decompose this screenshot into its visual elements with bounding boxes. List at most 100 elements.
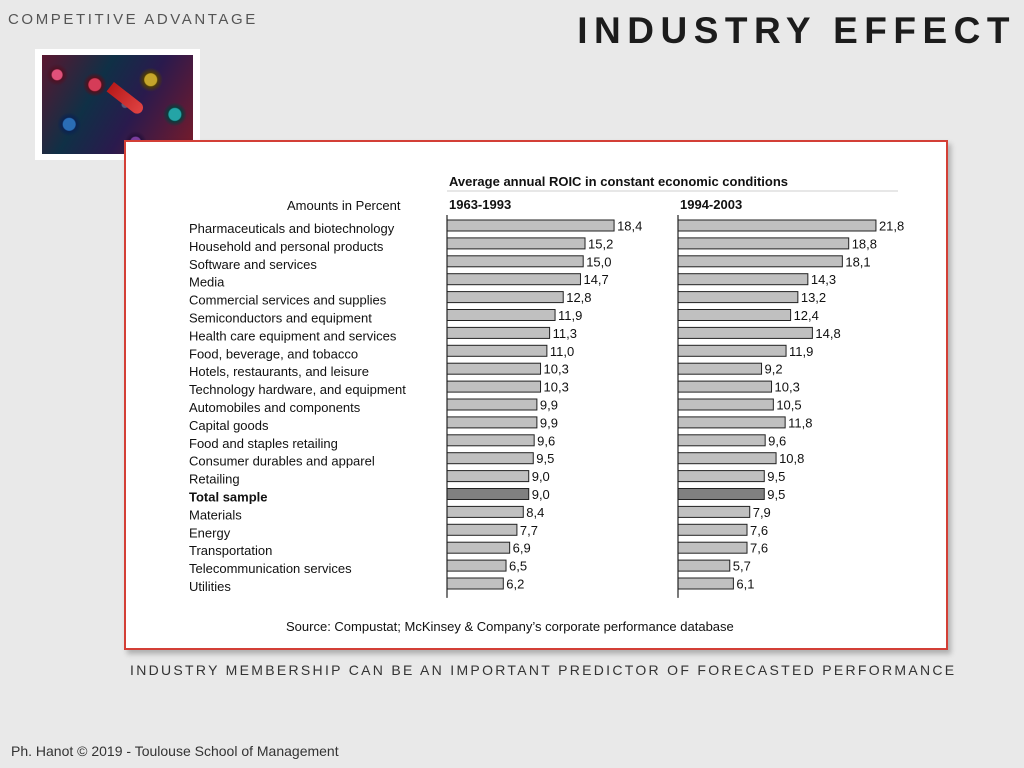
data-label: 6,2 bbox=[506, 577, 524, 592]
category-label: Health care equipment and services bbox=[189, 328, 397, 343]
data-label: 9,9 bbox=[540, 415, 558, 430]
bar bbox=[446, 541, 511, 554]
category-label: Retailing bbox=[189, 472, 240, 487]
data-label: 11,3 bbox=[553, 326, 577, 341]
bar bbox=[677, 237, 850, 250]
data-label: 10,3 bbox=[775, 380, 800, 395]
data-label: 11,8 bbox=[788, 415, 812, 430]
data-label: 21,8 bbox=[879, 219, 904, 234]
data-label: 11,9 bbox=[789, 344, 813, 359]
bar bbox=[677, 488, 765, 500]
data-label: 10,5 bbox=[776, 398, 801, 413]
series-header-2: 1994-2003 bbox=[680, 197, 742, 212]
category-label: Semiconductors and equipment bbox=[189, 311, 372, 326]
category-label: Commercial services and supplies bbox=[189, 293, 387, 308]
data-label: 15,2 bbox=[588, 236, 613, 251]
bar bbox=[446, 577, 504, 590]
data-label: 9,5 bbox=[767, 469, 785, 484]
data-label: 9,5 bbox=[536, 451, 554, 466]
bar bbox=[446, 434, 535, 447]
credits: Ph. Hanot © 2019 - Toulouse School of Ma… bbox=[11, 743, 339, 759]
data-label: 7,6 bbox=[750, 523, 768, 538]
bar bbox=[446, 416, 538, 429]
bar bbox=[446, 398, 538, 411]
data-label: 8,4 bbox=[526, 505, 544, 520]
bar bbox=[446, 219, 615, 232]
bar bbox=[677, 559, 731, 572]
data-label: 10,3 bbox=[544, 380, 569, 395]
red-pencil-shape bbox=[106, 81, 146, 117]
data-label: 9,9 bbox=[540, 398, 558, 413]
bar bbox=[677, 273, 809, 286]
data-label: 15,0 bbox=[586, 254, 611, 269]
bar bbox=[446, 470, 530, 483]
slide-title: INDUSTRY EFFECT bbox=[577, 10, 1016, 51]
data-label: 18,8 bbox=[852, 236, 877, 251]
bar bbox=[677, 505, 751, 518]
bar bbox=[446, 505, 524, 518]
data-label: 12,8 bbox=[566, 290, 591, 305]
data-label: 7,7 bbox=[520, 523, 538, 538]
bar bbox=[446, 559, 507, 572]
roic-bar-chart: Average annual ROIC in constant economic… bbox=[189, 174, 904, 634]
bar bbox=[677, 255, 843, 268]
bar bbox=[446, 344, 548, 357]
category-label: Total sample bbox=[189, 490, 268, 505]
bar bbox=[677, 398, 774, 411]
bar bbox=[677, 344, 787, 357]
data-label: 11,9 bbox=[558, 308, 582, 323]
data-label: 11,0 bbox=[550, 344, 574, 359]
category-label: Transportation bbox=[189, 543, 272, 558]
category-label: Pharmaceuticals and biotechnology bbox=[189, 221, 395, 236]
category-label: Media bbox=[189, 275, 225, 290]
bar bbox=[677, 577, 734, 590]
bar bbox=[446, 291, 564, 304]
bar bbox=[677, 326, 813, 339]
bar bbox=[446, 452, 534, 465]
category-label: Telecommunication services bbox=[189, 561, 352, 576]
category-label: Consumer durables and apparel bbox=[189, 454, 375, 469]
data-label: 5,7 bbox=[733, 559, 751, 574]
section-kicker: COMPETITIVE ADVANTAGE bbox=[8, 11, 258, 28]
data-label: 7,6 bbox=[750, 541, 768, 556]
data-label: 9,6 bbox=[768, 433, 786, 448]
category-label: Materials bbox=[189, 507, 242, 522]
data-label: 7,9 bbox=[753, 505, 771, 520]
bar bbox=[446, 380, 542, 393]
data-label: 14,7 bbox=[583, 272, 608, 287]
chart-panel: Average annual ROIC in constant economic… bbox=[124, 140, 948, 650]
bar bbox=[446, 488, 530, 500]
bar bbox=[446, 237, 586, 250]
data-label: 9,5 bbox=[767, 487, 785, 502]
data-label: 6,1 bbox=[736, 577, 754, 592]
category-label: Technology hardware, and equipment bbox=[189, 382, 406, 397]
footer-caption: INDUSTRY MEMBERSHIP CAN BE AN IMPORTANT … bbox=[130, 662, 957, 678]
chart-source: Source: Compustat; McKinsey & Company’s … bbox=[286, 619, 734, 634]
category-label: Automobiles and components bbox=[189, 400, 361, 415]
category-label: Food, beverage, and tobacco bbox=[189, 346, 358, 361]
bar bbox=[446, 523, 518, 536]
bar bbox=[677, 416, 786, 429]
bar bbox=[446, 273, 581, 286]
category-label: Software and services bbox=[189, 257, 317, 272]
data-label: 9,2 bbox=[765, 362, 783, 377]
bar bbox=[677, 291, 799, 304]
data-label: 18,4 bbox=[617, 219, 642, 234]
bar bbox=[677, 452, 777, 465]
bar bbox=[677, 541, 748, 554]
bar bbox=[677, 523, 748, 536]
data-label: 9,6 bbox=[537, 433, 555, 448]
bar bbox=[677, 219, 877, 232]
data-label: 12,4 bbox=[794, 308, 819, 323]
category-label: Food and staples retailing bbox=[189, 436, 338, 451]
data-label: 10,3 bbox=[544, 362, 569, 377]
data-label: 9,0 bbox=[532, 487, 550, 502]
data-label: 9,0 bbox=[532, 469, 550, 484]
unit-label: Amounts in Percent bbox=[287, 198, 401, 213]
colored-pencils-photo bbox=[35, 49, 200, 160]
bar bbox=[677, 309, 792, 321]
data-label: 14,3 bbox=[811, 272, 836, 287]
category-label: Hotels, restaurants, and leisure bbox=[189, 364, 369, 379]
bar bbox=[677, 434, 766, 447]
bar bbox=[677, 380, 773, 393]
